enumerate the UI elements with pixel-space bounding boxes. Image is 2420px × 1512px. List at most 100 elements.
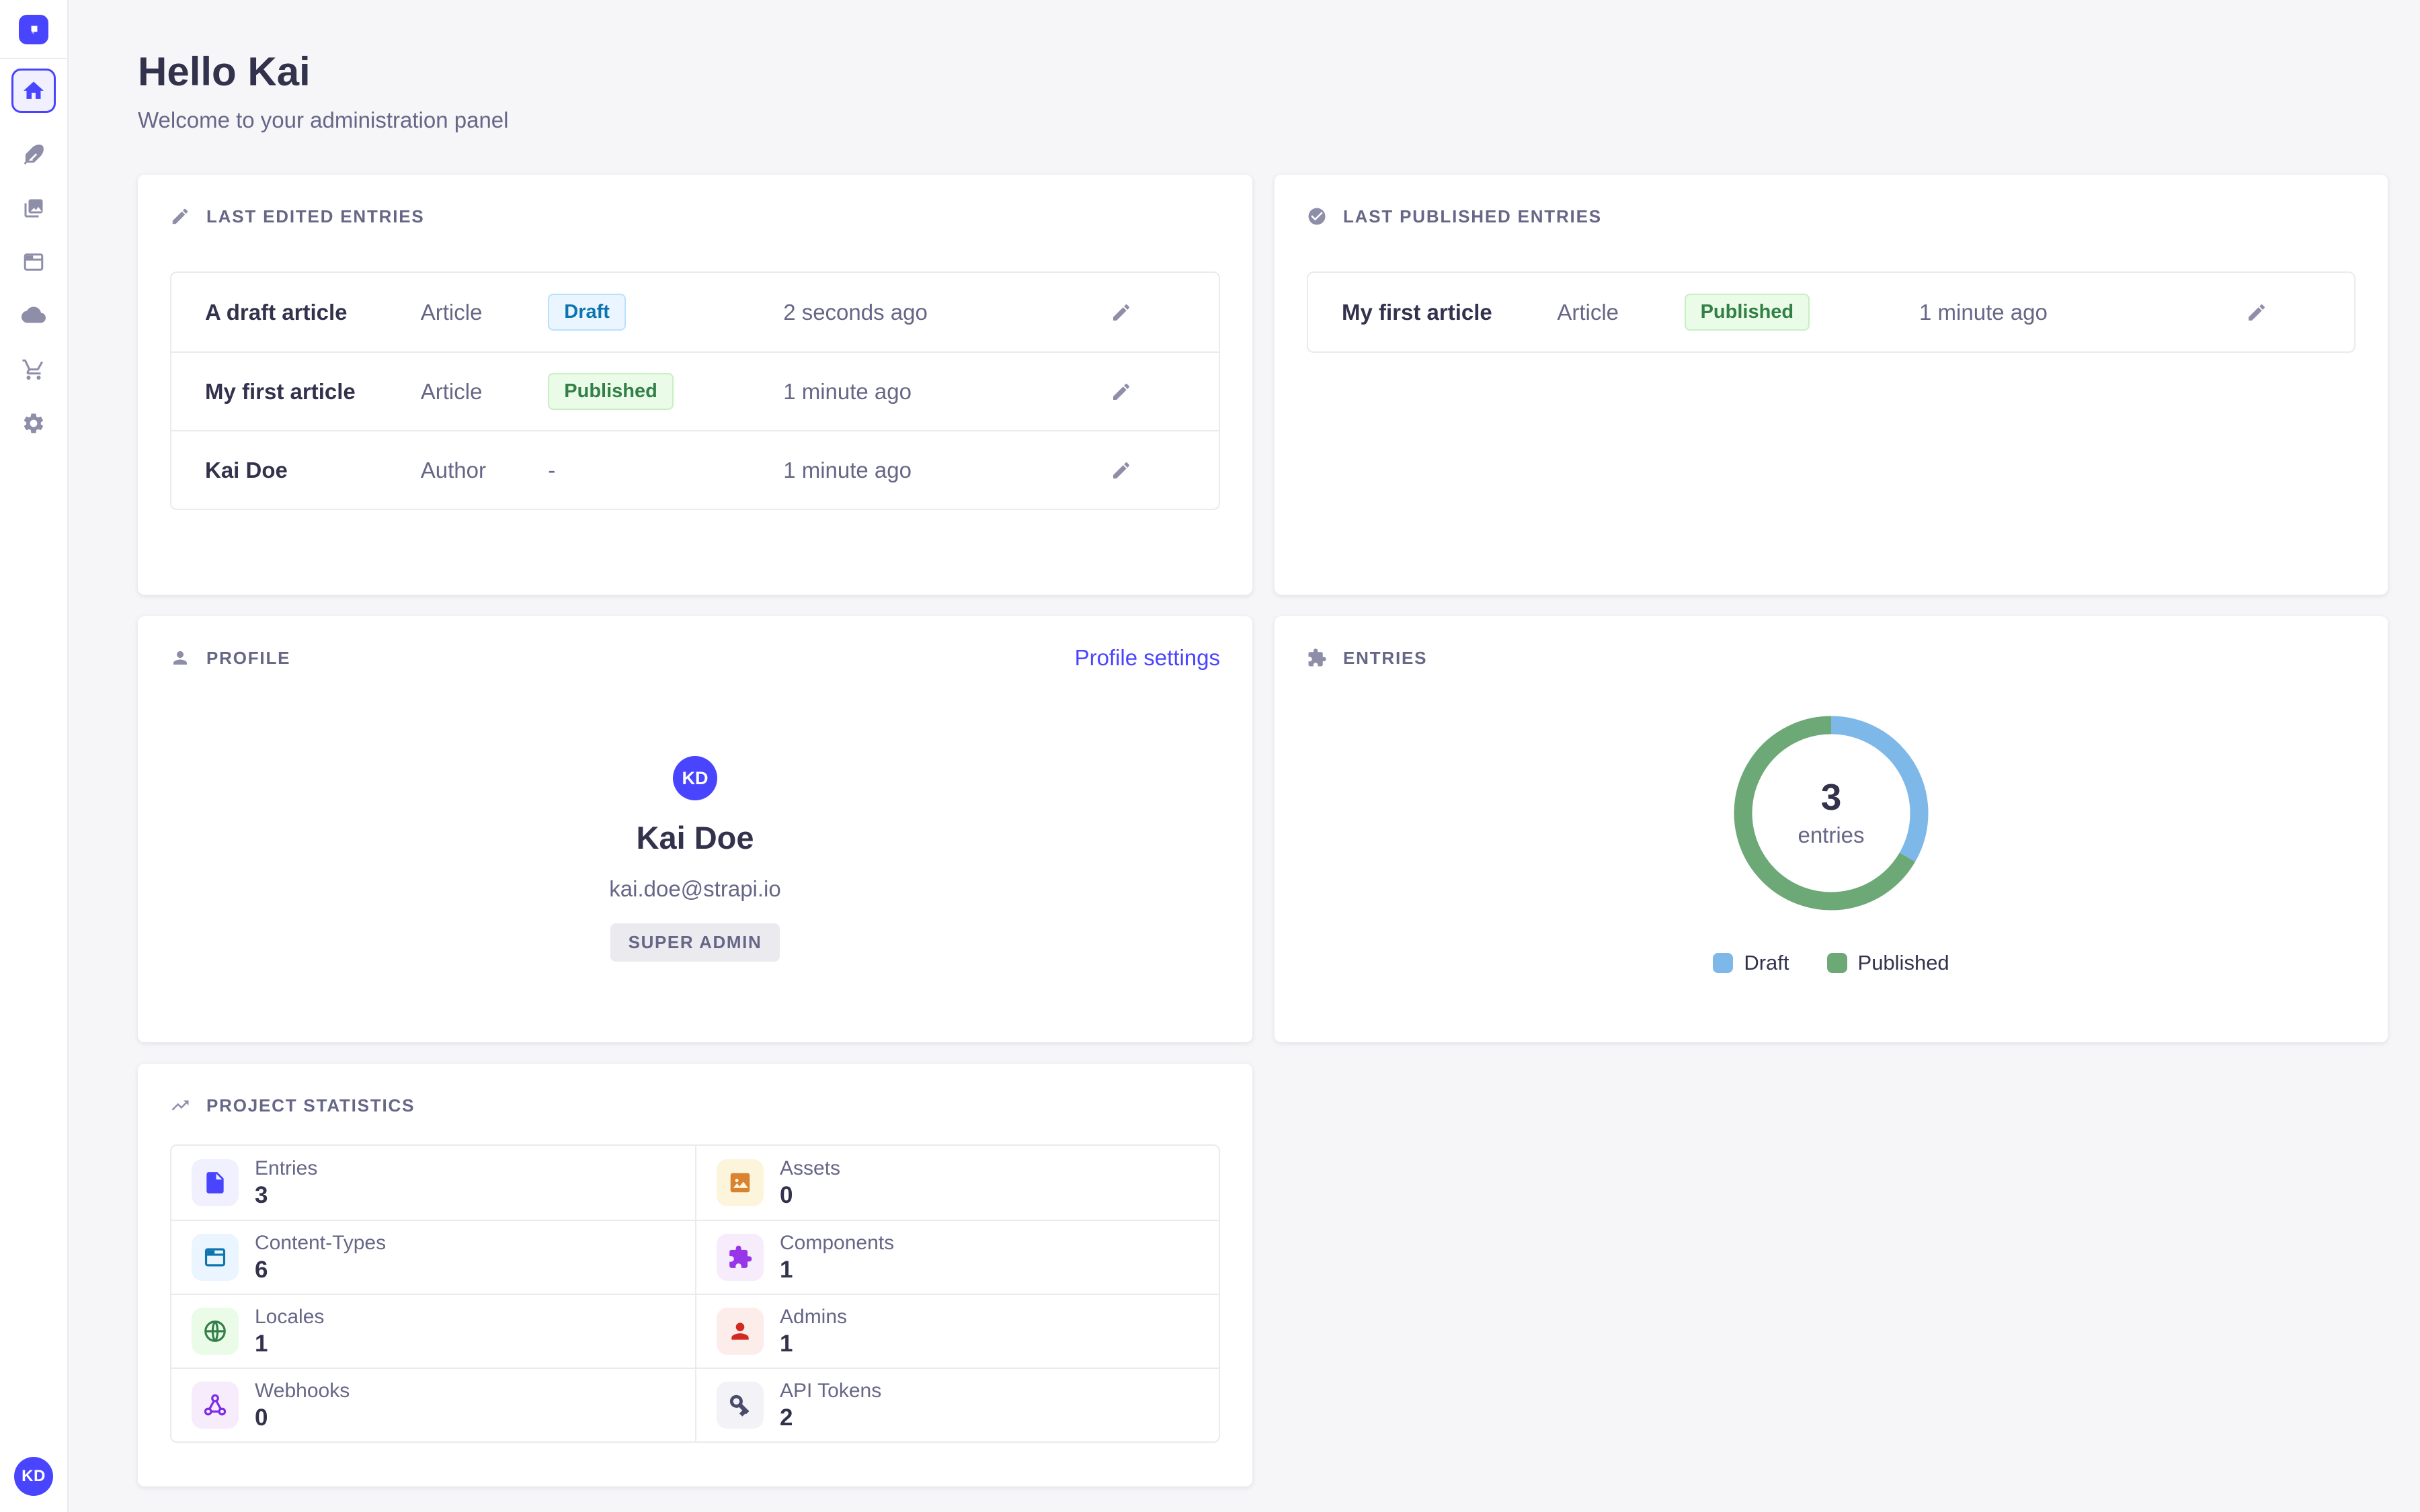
profile-card: Profile Profile settings KD Kai Doe kai.…: [138, 616, 1252, 1042]
images-icon: [22, 196, 46, 220]
project-statistics-card: Project Statistics Entries 3 Assets 0 Cont…: [138, 1064, 1252, 1486]
sidebar-item-settings[interactable]: [22, 411, 46, 435]
stat-assets: Assets 0: [695, 1146, 1219, 1220]
pencil-icon: [170, 206, 190, 226]
globe-icon: [192, 1308, 239, 1355]
status-badge: Published: [548, 373, 674, 410]
donut-draft-arc: [1734, 716, 1929, 911]
sidebar-item-media-library[interactable]: [22, 196, 46, 220]
edit-entry-button[interactable]: [1102, 452, 1140, 489]
stat-value: 1: [780, 1257, 793, 1283]
profile-name: Kai Doe: [636, 820, 754, 855]
entry-name: A draft article: [205, 299, 348, 325]
card-title: Project Statistics: [206, 1095, 415, 1116]
user-avatar[interactable]: KD: [14, 1457, 53, 1496]
entry-type: Article: [420, 378, 483, 404]
card-title: Profile: [206, 647, 291, 668]
legend-label: Published: [1857, 951, 1949, 974]
pencil-icon: [1111, 302, 1132, 323]
entry-type: Article: [420, 299, 483, 325]
entry-type: Article: [1557, 299, 1619, 325]
last-edited-table: A draft article Article Draft 2 seconds …: [170, 271, 1220, 510]
sidebar-item-marketplace[interactable]: [22, 358, 46, 382]
stat-label: Entries: [255, 1157, 318, 1179]
draft-swatch: [1713, 953, 1734, 973]
stat-label: Admins: [780, 1305, 848, 1328]
stat-label: Assets: [780, 1157, 841, 1179]
trend-up-icon: [170, 1095, 190, 1116]
page-subtitle: Welcome to your administration panel: [138, 108, 509, 132]
feather-icon: [22, 142, 46, 167]
stat-label: Components: [780, 1231, 895, 1254]
key-icon: [717, 1382, 764, 1429]
entry-type: Author: [420, 457, 486, 482]
stat-label: Content-Types: [255, 1231, 387, 1254]
entries-chart-card: Entries 3 entries Draft: [1275, 616, 2388, 1042]
pencil-icon: [1111, 460, 1132, 481]
entry-time: 1 minute ago: [783, 378, 912, 404]
legend-item-published: Published: [1826, 951, 1949, 975]
stat-api-tokens: API Tokens 2: [695, 1368, 1219, 1441]
card-title: Entries: [1343, 647, 1428, 668]
legend-label: Draft: [1744, 951, 1789, 974]
edit-entry-button[interactable]: [1102, 373, 1140, 411]
stat-webhooks: Webhooks 0: [171, 1368, 695, 1441]
edit-entry-button[interactable]: [1102, 294, 1140, 331]
puzzle-icon: [717, 1234, 764, 1281]
status-badge: Published: [1684, 294, 1810, 331]
stat-components: Components 1: [695, 1220, 1219, 1294]
cloud-icon: [22, 304, 46, 328]
entry-name: My first article: [205, 378, 356, 404]
person-icon: [170, 648, 190, 668]
legend-item-draft: Draft: [1713, 951, 1789, 975]
profile-settings-link[interactable]: Profile settings: [1074, 645, 1220, 670]
stat-value: 6: [255, 1257, 268, 1283]
stat-value: 0: [780, 1182, 793, 1208]
stat-label: Locales: [255, 1305, 325, 1328]
stat-value: 3: [255, 1182, 268, 1208]
card-title: Last edited entries: [206, 206, 425, 226]
chart-legend: Draft Published: [1713, 951, 1949, 975]
sidebar-item-home[interactable]: [11, 69, 56, 113]
table-row[interactable]: Kai Doe Author - 1 minute ago: [171, 430, 1219, 509]
stat-value: 2: [780, 1404, 793, 1431]
stat-label: Webhooks: [255, 1379, 350, 1402]
stat-value: 0: [255, 1404, 268, 1431]
layout-icon: [192, 1234, 239, 1281]
status-badge: Draft: [548, 294, 626, 331]
stat-content-types: Content-Types 6: [171, 1220, 695, 1294]
file-icon: [192, 1159, 239, 1206]
published-swatch: [1826, 953, 1847, 973]
check-circle-icon: [1307, 206, 1327, 226]
gear-icon: [22, 411, 46, 435]
layout-icon: [22, 250, 46, 274]
table-row[interactable]: My first article Article Published 1 min…: [171, 351, 1219, 430]
entry-time: 1 minute ago: [783, 457, 912, 482]
sidebar: KD: [0, 0, 69, 1512]
strapi-logo-icon[interactable]: [19, 15, 48, 44]
cart-icon: [22, 358, 46, 382]
stat-locales: Locales 1: [171, 1294, 695, 1368]
pencil-icon: [1111, 381, 1132, 403]
profile-avatar: KD: [673, 756, 717, 800]
main-content: Hello Kai Welcome to your administration…: [69, 0, 2420, 1512]
role-badge: SUPER ADMIN: [610, 923, 780, 962]
sidebar-item-cloud[interactable]: [22, 304, 46, 328]
last-published-table: My first article Article Published 1 min…: [1307, 271, 2355, 353]
edit-entry-button[interactable]: [2238, 294, 2275, 331]
last-published-entries-card: Last published entries My first article …: [1275, 175, 2388, 595]
table-row[interactable]: A draft article Article Draft 2 seconds …: [171, 273, 1219, 351]
stat-value: 1: [255, 1331, 268, 1357]
last-edited-entries-card: Last edited entries A draft article Arti…: [138, 175, 1252, 595]
pencil-icon: [2246, 302, 2267, 323]
image-icon: [717, 1159, 764, 1206]
sidebar-item-content-manager[interactable]: [22, 142, 46, 167]
home-icon: [22, 79, 46, 103]
entries-donut-chart: 3 entries: [1734, 716, 1929, 911]
table-row[interactable]: My first article Article Published 1 min…: [1308, 273, 2354, 351]
statistics-table: Entries 3 Assets 0 Content-Types 6 Componen…: [170, 1144, 1220, 1443]
stat-admins: Admins 1: [695, 1294, 1219, 1368]
entry-time: 2 seconds ago: [783, 299, 928, 325]
entry-name: Kai Doe: [205, 457, 288, 482]
sidebar-item-content-type-builder[interactable]: [22, 250, 46, 274]
